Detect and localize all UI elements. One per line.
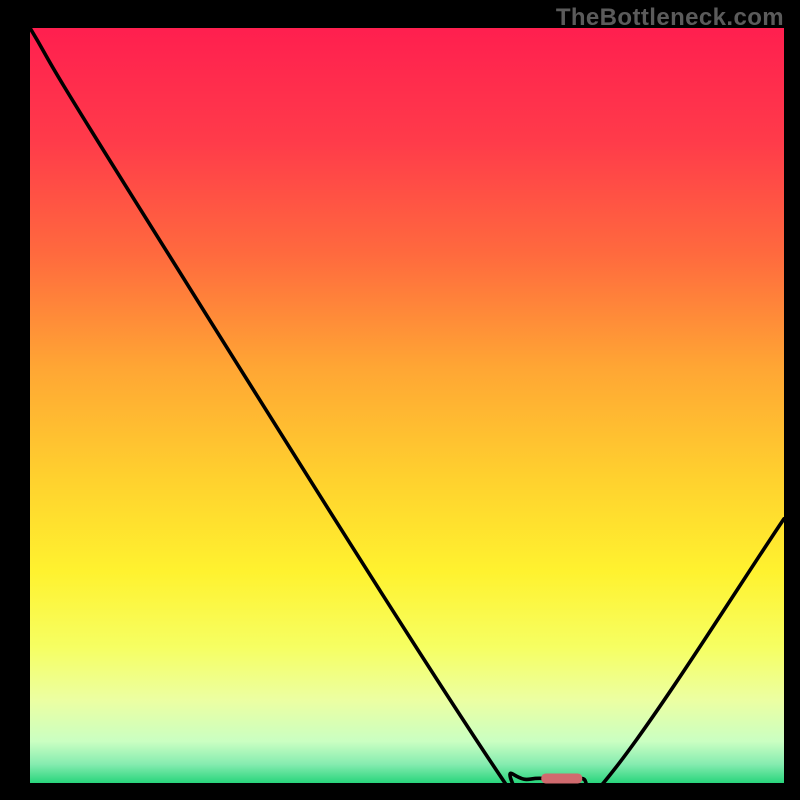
plot-area — [30, 28, 784, 783]
chart-container: TheBottleneck.com — [0, 0, 800, 800]
curve-overlay — [30, 28, 784, 783]
optimal-marker — [541, 774, 582, 783]
